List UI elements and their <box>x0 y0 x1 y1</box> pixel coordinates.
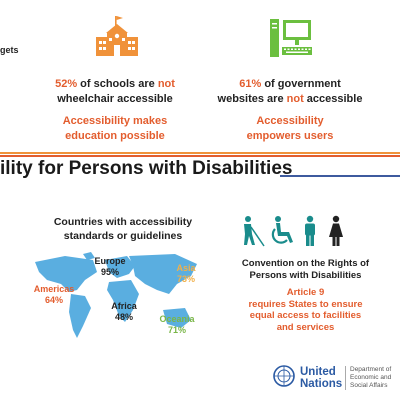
oceania-shape <box>163 308 191 328</box>
red-stripe <box>0 155 400 157</box>
websites-slogan-line1: Accessibility <box>256 115 324 127</box>
websites-slogan-line2: empowers users <box>246 130 334 142</box>
convention-line2: Persons with Disabilities <box>249 270 362 281</box>
department-line1: Department of <box>350 366 392 373</box>
asia-shape <box>129 254 197 294</box>
title-underline <box>280 175 400 177</box>
asia-label: Asia 73% <box>168 263 204 285</box>
woman-icon <box>329 215 343 246</box>
article-line1: Article 9 <box>286 287 325 298</box>
asia-name: Asia <box>176 263 196 273</box>
map-heading: Countries with accessibility standards o… <box>38 215 208 243</box>
africa-label: Africa 48% <box>104 301 144 323</box>
un-emblem-icon <box>273 365 295 387</box>
article-line4: and services <box>276 321 335 333</box>
americas-name: Americas <box>33 284 75 294</box>
article-text: Article 9 requires States to ensure equa… <box>218 287 393 333</box>
map-heading-line1: Countries with accessibility <box>53 216 193 228</box>
north-america-shape <box>35 256 97 292</box>
department-line3: Social Affairs <box>350 382 388 389</box>
websites-stat: 61% of government websites are not acces… <box>215 77 365 107</box>
man-icon <box>305 215 315 246</box>
africa-name: Africa <box>111 301 137 311</box>
americas-value: 64% <box>44 295 63 305</box>
convention-line1: Convention on the Rights of <box>241 258 370 269</box>
schools-stat-line2: wheelchair accessible <box>57 93 173 105</box>
websites-stat-not: not <box>286 93 304 105</box>
websites-stat-line2-end: accessible <box>303 93 363 105</box>
schools-stat-text: of schools are <box>77 78 158 90</box>
un-wordmark-line2: Nations <box>300 378 343 390</box>
department-line2: Economic and <box>350 374 392 381</box>
websites-stat-text: of government <box>261 78 341 90</box>
schools-percent: 52% <box>55 78 78 90</box>
convention-title: Convention on the Rights of Persons with… <box>218 258 393 282</box>
americas-label: Americas 64% <box>30 284 78 306</box>
greenland-shape <box>83 252 95 260</box>
department-name: Department of Economic and Social Affair… <box>345 366 391 390</box>
oceania-value: 71% <box>167 325 186 335</box>
blind-person-icon <box>244 216 265 247</box>
africa-shape <box>107 280 139 322</box>
websites-percent: 61% <box>239 78 262 90</box>
africa-value: 48% <box>114 312 133 322</box>
world-map <box>35 252 197 338</box>
un-wordmark: United Nations <box>300 366 342 390</box>
article-line3: equal access to facilities <box>249 310 362 321</box>
map-heading-line2: standards or guidelines <box>63 230 183 242</box>
websites-slogan: Accessibility empowers users <box>215 114 365 144</box>
banner-title: ility for Persons with Disabilities <box>0 158 293 179</box>
schools-slogan: Accessibility makes education possible <box>45 114 185 144</box>
europe-name: Europe <box>94 256 126 266</box>
un-wordmark-line1: United <box>300 366 336 378</box>
schools-stat: 52% of schools are not wheelchair access… <box>45 77 185 107</box>
oceania-label: Oceania 71% <box>154 314 200 336</box>
schools-stat-not: not <box>157 78 175 90</box>
south-america-shape <box>69 294 91 338</box>
school-icon <box>96 16 138 56</box>
asia-value: 73% <box>176 274 195 284</box>
websites-stat-line2: websites are <box>217 93 287 105</box>
europe-shape <box>105 256 135 278</box>
europe-label: Europe 95% <box>88 256 132 278</box>
oceania-name: Oceania <box>159 314 195 324</box>
article-line2: requires States to ensure <box>248 298 363 310</box>
wheelchair-icon <box>271 216 293 244</box>
left-fragment-text: gets <box>0 45 19 55</box>
schools-slogan-line2: education possible <box>65 130 165 142</box>
computer-icon <box>270 19 312 57</box>
schools-slogan-line1: Accessibility makes <box>62 115 168 127</box>
orange-stripe <box>0 152 400 154</box>
europe-value: 95% <box>100 267 119 277</box>
